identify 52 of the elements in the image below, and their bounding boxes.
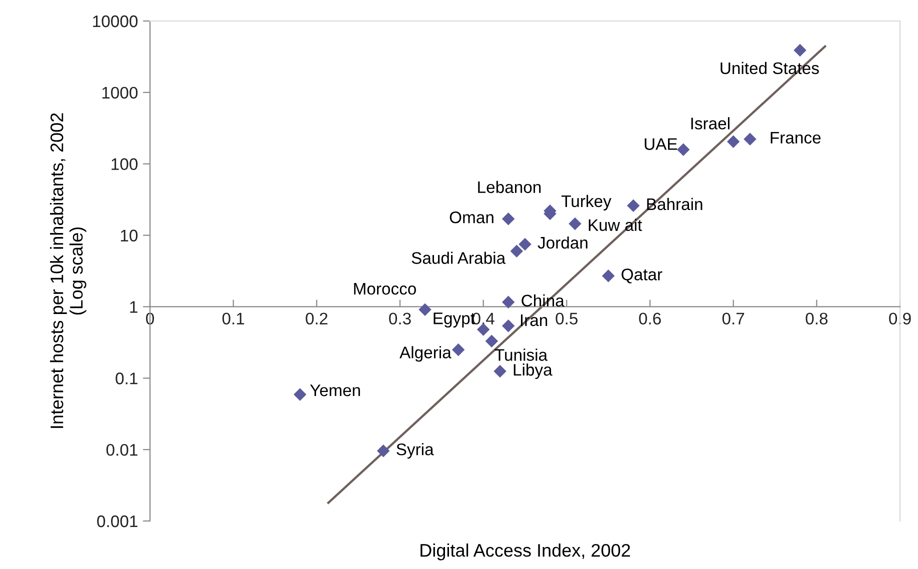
point [626,199,640,212]
point [376,444,390,458]
x-tick-label: 0.5 [556,312,578,325]
annotation: Saudi Arabia [412,252,506,264]
y-tick-label: 0.1 [116,372,138,384]
annotation: Algeria [400,346,452,362]
x-tick-label: 0.7 [722,312,744,325]
annotation: Morocco [354,283,416,295]
y-tick-label: 0.01 [106,444,138,456]
x-tick-label: 0.3 [389,312,411,325]
annotation: Qatar [622,268,662,284]
point [676,143,690,156]
annotation: France [770,132,821,144]
point [452,343,465,356]
annotation: Yemen [310,384,360,396]
y-tick-label: 10 [120,230,138,242]
y-tick-label: 1000 [102,86,138,99]
point [494,364,506,378]
annotation: Israel [691,117,730,130]
point [726,135,740,148]
point [744,132,756,146]
x-tick-label: 0.1 [222,312,244,325]
point [510,244,524,258]
y-tick-label: 0.001 [97,515,138,528]
point [418,303,432,316]
annotation: UAE [644,138,678,150]
point [502,319,515,332]
annotation: Lebanon [478,180,541,194]
point [794,44,806,57]
y-axis-title: Internet hosts per 10k inhabitants, 2002 (Log scale) [50,113,86,428]
annotation: Oman [450,211,494,224]
x-tick-label: 0.6 [639,312,661,325]
annotation: Turkey [561,194,612,210]
point [485,334,498,348]
point [602,270,615,282]
x-tick-label: 0.9 [889,312,911,325]
annotation: Syria [396,443,434,459]
point [568,217,582,230]
point [518,238,532,251]
annotation: Libya [514,363,552,379]
x-axis-title: Digital Access Index, 2002 [420,544,630,560]
point [502,212,515,226]
y-tick-label: 10000 [93,15,138,28]
y-tick-label: 1 [130,301,138,313]
annotation: Egypt [434,312,475,328]
x-tick-label: 0.2 [306,312,328,325]
annotation: Tunisia [494,348,548,361]
annotation: Jordan [538,236,588,249]
x-tick-label: 0.8 [806,312,828,325]
point [294,388,306,401]
y-tick-label: 100 [112,158,138,170]
point [502,296,515,308]
